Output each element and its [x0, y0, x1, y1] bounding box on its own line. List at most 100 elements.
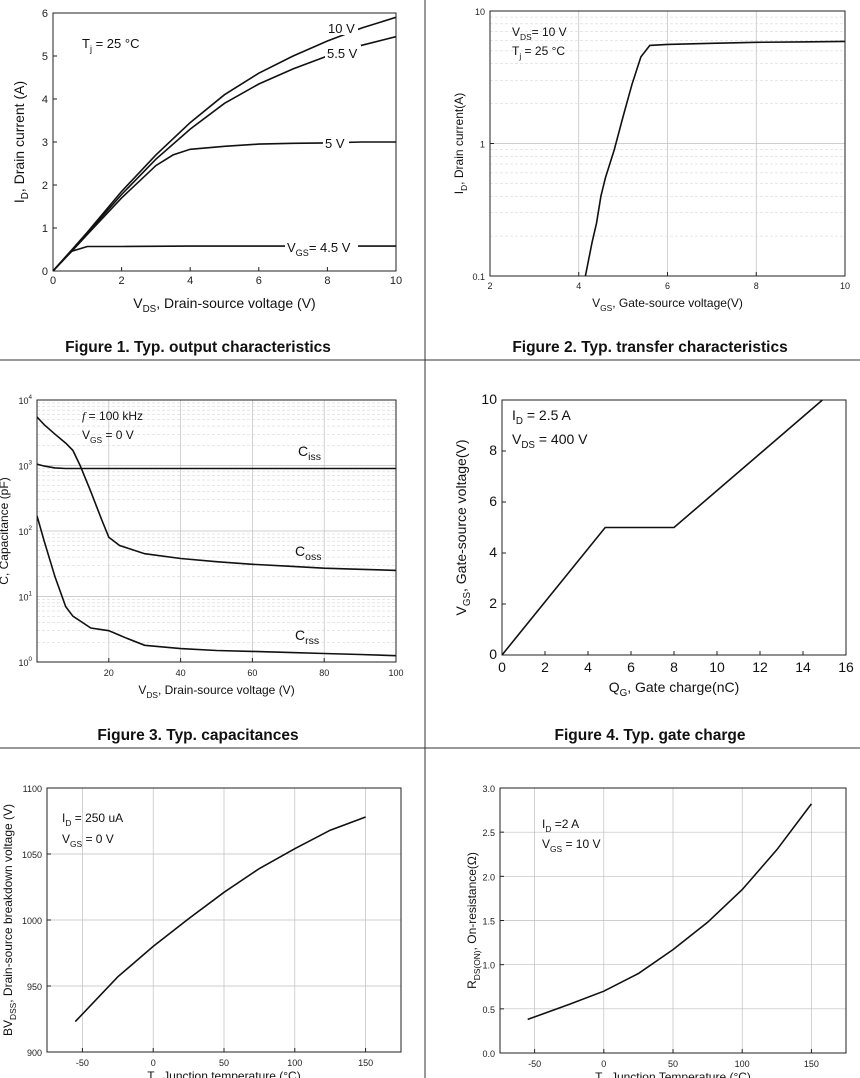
- x-tick-label: 10: [709, 659, 725, 675]
- y-tick-label: 102: [18, 525, 32, 537]
- y-tick-label: 2.0: [482, 872, 495, 882]
- vgs-annotation: VGS = 10 V: [542, 837, 601, 854]
- x-tick-label: 100: [287, 1058, 302, 1068]
- series-line-0: [502, 400, 823, 655]
- y-tick-label: 0: [489, 646, 497, 662]
- figure4-caption: Figure 4. Typ. gate charge: [555, 727, 746, 744]
- chart-capacitances: 20 40 60 80 100 100 101 102 103 104 VDS, Drain-sou…: [0, 394, 404, 700]
- y-tick-label: 0: [42, 266, 48, 278]
- x-axis-label: VDS, Drain-source voltage (V): [133, 295, 315, 315]
- series-label-4-5v: VGS= 4.5 V: [287, 240, 351, 258]
- y-tick-label: 10: [475, 7, 485, 17]
- x-tick-label: 2: [487, 281, 492, 291]
- y-tick-label: 6: [42, 8, 48, 20]
- x-tick-label: 0: [601, 1059, 606, 1069]
- y-tick-label: 101: [18, 591, 32, 603]
- series-line-coss: [37, 416, 396, 572]
- id-annotation: ID =2 A: [542, 817, 579, 834]
- x-tick-label: 150: [804, 1059, 819, 1069]
- frequency-annotation: f = 100 kHz: [82, 409, 143, 423]
- x-tick-label: -50: [76, 1058, 89, 1068]
- x-tick-label: 50: [668, 1059, 678, 1069]
- chart-transfer-characteristics: 2 4 6 8 10 0.1 1 10 VGS, Gate-source voltage(V) I…: [452, 7, 850, 313]
- chart-breakdown-voltage: -50 0 50 100 150 900 950 1000 1050 1100 Tj, Juncti…: [1, 784, 402, 1078]
- x-tick-label: 8: [324, 275, 330, 287]
- vds-annotation: VDS = 400 V: [512, 431, 588, 451]
- series-line-0: [74, 816, 366, 1023]
- y-tick-label: 950: [27, 982, 42, 992]
- x-tick-label: 8: [670, 659, 678, 675]
- y-tick-label: 900: [27, 1048, 42, 1058]
- y-tick-label: 104: [18, 394, 32, 406]
- y-tick-label: 8: [489, 442, 497, 458]
- y-tick-label: 4: [489, 544, 497, 560]
- x-tick-label: 4: [584, 659, 592, 675]
- y-tick-label: 0.1: [472, 272, 485, 282]
- x-axis-label: VDS, Drain-source voltage (V): [138, 683, 294, 700]
- y-axis-label: RDS(ON), On-resistance(Ω): [465, 852, 482, 989]
- x-tick-label: 80: [319, 668, 329, 678]
- series-line-crss: [37, 515, 396, 657]
- y-tick-label: 1.5: [482, 917, 495, 927]
- y-tick-label: 0.0: [482, 1049, 495, 1059]
- series-label-crss: Crss: [295, 627, 319, 647]
- x-tick-label: 14: [795, 659, 811, 675]
- x-tick-label: 4: [576, 281, 581, 291]
- x-axis-label: Tj, Junction temperature (°C): [147, 1069, 300, 1078]
- chart-gate-charge: 0 2 4 6 8 10 12 14 16 0 2 4 6 8 10 QG, Gate charge(nC) V…: [453, 391, 854, 699]
- x-tick-label: 150: [358, 1058, 373, 1068]
- junction-temp-annotation: Tj = 25 °C: [82, 36, 139, 54]
- y-tick-label: 3: [42, 137, 48, 149]
- x-tick-label: 6: [627, 659, 635, 675]
- series-line-0: [584, 40, 845, 276]
- x-tick-label: 6: [256, 275, 262, 287]
- x-tick-label: 60: [247, 668, 257, 678]
- y-tick-label: 4: [42, 94, 48, 106]
- y-axis-label: ID, Drain current(A): [452, 93, 469, 194]
- y-tick-label: 100: [18, 656, 32, 668]
- series-label-10v: 10 V: [328, 21, 355, 36]
- label-bg: [325, 20, 358, 35]
- y-tick-label: 1100: [23, 784, 42, 794]
- y-tick-label: 2: [489, 595, 497, 611]
- id-annotation: ID = 250 uA: [62, 811, 123, 828]
- x-tick-label: 100: [735, 1059, 750, 1069]
- y-axis-label: C, Capacitance (pF): [0, 477, 11, 584]
- x-tick-label: 20: [104, 668, 114, 678]
- series-label-ciss: Ciss: [298, 443, 321, 463]
- series-line-0: [527, 803, 813, 1021]
- x-tick-label: 8: [754, 281, 759, 291]
- figure1-caption: Figure 1. Typ. output characteristics: [65, 339, 331, 356]
- y-axis-label: BVDSS, Drain-source breakdown voltage (V…: [1, 804, 18, 1036]
- y-tick-label: 1000: [22, 916, 42, 926]
- x-tick-label: 2: [119, 275, 125, 287]
- y-tick-label: 1: [42, 223, 48, 235]
- vgs-annotation: VGS = 0 V: [82, 428, 134, 445]
- label-bg: [325, 45, 361, 60]
- x-tick-label: -50: [528, 1059, 541, 1069]
- y-tick-label: 1050: [22, 850, 42, 860]
- y-tick-label: 1: [480, 140, 485, 150]
- x-axis-label: Tj, Junction Temperature (°C): [595, 1070, 751, 1078]
- tj-annotation: Tj = 25 °C: [512, 44, 565, 61]
- x-axis-label: VGS, Gate-source voltage(V): [592, 296, 743, 313]
- x-tick-label: 40: [176, 668, 186, 678]
- chart-on-resistance: -50 0 50 100 150 0.0 0.5 1.0 1.5 2.0 2.5 3.0 Tj, Jun…: [465, 784, 847, 1078]
- series-label-5v: 5 V: [325, 136, 345, 151]
- x-tick-label: 0: [50, 275, 56, 287]
- x-tick-label: 10: [390, 275, 402, 287]
- series-line-ciss: [37, 463, 396, 470]
- y-tick-label: 2.5: [482, 828, 495, 838]
- y-tick-label: 10: [481, 391, 497, 407]
- x-tick-label: 16: [838, 659, 854, 675]
- x-tick-label: 0: [151, 1058, 156, 1068]
- series-label-5-5v: 5.5 V: [327, 46, 358, 61]
- series-label-coss: Coss: [295, 543, 321, 563]
- y-tick-label: 103: [18, 460, 32, 472]
- x-tick-label: 6: [665, 281, 670, 291]
- x-tick-label: 0: [498, 659, 506, 675]
- series-line-5-5-v: [53, 35, 396, 271]
- x-tick-label: 100: [388, 668, 403, 678]
- y-tick-label: 0.5: [482, 1005, 495, 1015]
- vgs-annotation: VGS = 0 V: [62, 832, 114, 849]
